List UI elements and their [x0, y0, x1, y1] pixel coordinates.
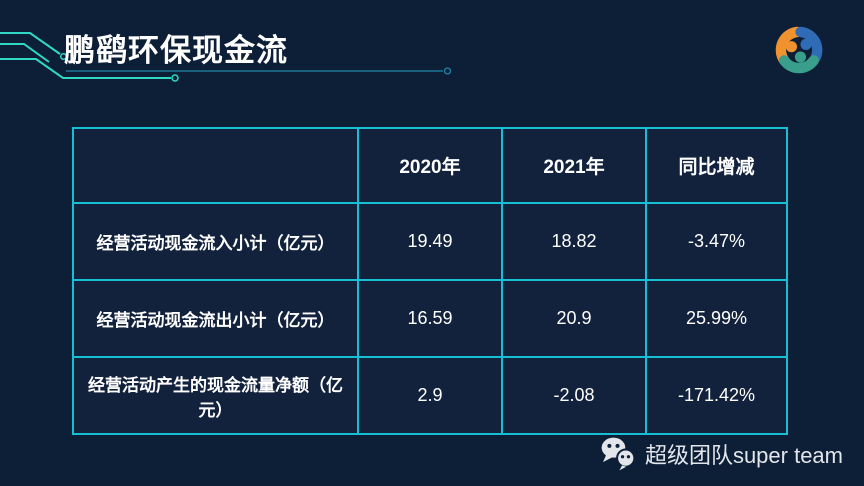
cell-value: -2.08 — [501, 356, 647, 435]
table-row-cash-inflow: 经营活动现金流入小计（亿元） 19.49 18.82 -3.47% — [72, 202, 788, 281]
col-header-yoy: 同比增减 — [645, 127, 788, 204]
wechat-icon — [601, 437, 636, 471]
cell-value: 2.9 — [357, 356, 503, 435]
cell-value: 16.59 — [357, 279, 503, 358]
cell-value: 25.99% — [645, 279, 788, 358]
cell-value: 18.82 — [501, 202, 647, 281]
circuit-lines-decoration — [0, 32, 452, 82]
table-row-cash-outflow: 经营活动现金流出小计（亿元） 16.59 20.9 25.99% — [72, 279, 788, 358]
col-header-blank — [72, 127, 359, 204]
watermark-text: 超级团队super team — [644, 443, 843, 468]
company-logo-icon — [775, 26, 823, 74]
cell-value: -3.47% — [645, 202, 788, 281]
row-label: 经营活动现金流出小计（亿元） — [72, 279, 359, 358]
col-header-2021: 2021年 — [501, 127, 647, 204]
watermark: 超级团队super team — [598, 433, 843, 475]
row-label: 经营活动现金流入小计（亿元） — [72, 202, 359, 281]
cell-value: 19.49 — [357, 202, 503, 281]
table-header-row: 2020年 2021年 同比增减 — [72, 127, 788, 204]
row-label: 经营活动产生的现金流量净额（亿元） — [72, 356, 359, 435]
col-header-2020: 2020年 — [357, 127, 503, 204]
page-title: 鹏鹞环保现金流 — [64, 33, 288, 68]
cashflow-table: 2020年 2021年 同比增减 经营活动现金流入小计（亿元） 19.49 18… — [72, 127, 788, 435]
cell-value: -171.42% — [645, 356, 788, 435]
table-row-net-cashflow: 经营活动产生的现金流量净额（亿元） 2.9 -2.08 -171.42% — [72, 356, 788, 435]
cell-value: 20.9 — [501, 279, 647, 358]
